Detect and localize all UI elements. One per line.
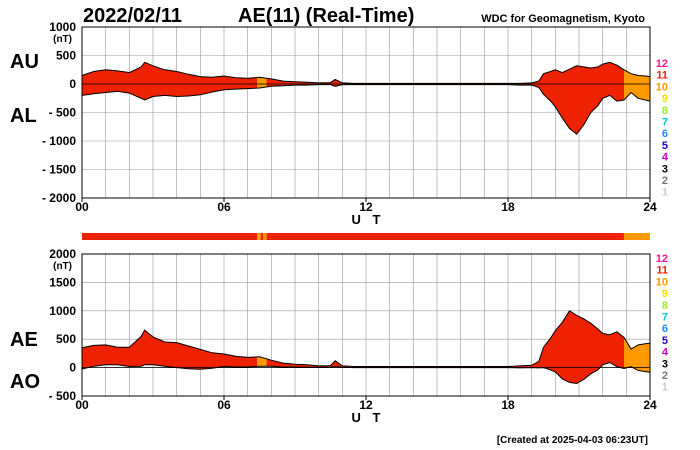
level-legend-item: 7	[662, 312, 668, 324]
y-tick-label: - 500	[49, 389, 77, 403]
x-tick-label: 24	[643, 398, 657, 412]
station-count-bar	[82, 233, 650, 240]
area-fill-segment	[257, 77, 267, 89]
x-tick-label: 06	[217, 200, 231, 214]
x-tick-label: 18	[501, 200, 515, 214]
x-tick-label: 06	[217, 398, 231, 412]
level-legend-item: 11	[656, 265, 668, 277]
station-bar-segment	[623, 233, 650, 240]
level-legend-item: 2	[662, 175, 668, 187]
level-legend-item: 11	[656, 70, 668, 82]
created-timestamp: [Created at 2025-04-03 06:23UT]	[497, 435, 648, 446]
x-tick-label: 00	[75, 398, 89, 412]
level-legend-item: 6	[662, 128, 668, 140]
level-legend-item: 7	[662, 117, 668, 129]
level-legend-item: 9	[662, 288, 668, 300]
x-tick-label: 12	[359, 398, 373, 412]
x-tick-label: 00	[75, 200, 89, 214]
series-line-al	[81, 84, 651, 135]
header-date: 2022/02/11	[83, 5, 182, 27]
level-legend-item: 12	[656, 253, 668, 265]
level-legend-item: 4	[662, 347, 669, 359]
y-tick-label: 2000	[49, 247, 76, 261]
station-bar-segment	[263, 233, 267, 240]
unit-label: (nT)	[53, 261, 72, 272]
area-fill-segment	[266, 310, 624, 384]
y-tick-label: 500	[56, 332, 76, 346]
y-tick-label: 1000	[49, 304, 76, 318]
station-bar-segment	[260, 233, 264, 240]
unit-label: (nT)	[53, 34, 72, 45]
series-label-al: AL	[10, 105, 37, 127]
x-tick-label: 24	[643, 200, 657, 214]
level-legend-item: 2	[662, 370, 668, 382]
level-legend-item: 5	[662, 140, 668, 152]
area-fill-segment	[624, 337, 650, 373]
y-tick-label: - 500	[49, 106, 77, 120]
station-bar-segment	[266, 233, 624, 240]
y-tick-label: 0	[69, 77, 76, 91]
level-legend-item: 8	[662, 105, 668, 117]
station-bar-segment	[257, 233, 261, 240]
series-line-au	[81, 61, 651, 84]
x-tick-label: 12	[359, 200, 373, 214]
level-legend-item: 10	[656, 276, 668, 288]
y-tick-label: - 1000	[42, 134, 76, 148]
level-legend-item: 9	[662, 93, 668, 105]
level-legend-item: 6	[662, 323, 668, 335]
y-tick-label: - 1500	[42, 163, 76, 177]
x-tick-label: 18	[501, 398, 515, 412]
station-bar-segment	[82, 233, 258, 240]
area-fill-segment	[624, 69, 650, 102]
level-legend-item: 8	[662, 300, 668, 312]
area-fill-segment	[82, 62, 258, 100]
y-tick-label: 500	[56, 49, 76, 63]
level-legend-item: 3	[662, 358, 668, 370]
level-legend-item: 5	[662, 335, 668, 347]
area-fill-segment	[266, 62, 624, 135]
series-line-ae	[81, 310, 651, 367]
header-source: WDC for Geomagnetism, Kyoto	[481, 13, 645, 25]
x-axis-label: U T	[352, 410, 385, 425]
level-legend-item: 3	[662, 163, 668, 175]
area-fill-segment	[82, 330, 258, 370]
y-tick-label: - 2000	[42, 191, 76, 205]
level-legend-item: 1	[662, 382, 668, 394]
series-label-ae: AE	[10, 329, 38, 351]
y-tick-label: 1000	[49, 20, 76, 34]
y-tick-label: 1500	[49, 275, 76, 289]
level-legend-item: 1	[662, 187, 668, 199]
series-label-ao: AO	[10, 371, 40, 393]
level-legend-item: 10	[656, 81, 668, 93]
series-label-au: AU	[10, 51, 39, 73]
level-legend-item: 4	[662, 152, 669, 164]
header-title: AE(11) (Real-Time)	[238, 5, 414, 27]
area-fill-segment	[257, 356, 267, 367]
x-axis-label: U T	[352, 212, 385, 227]
level-legend-item: 12	[656, 58, 668, 70]
y-tick-label: 0	[69, 361, 76, 375]
